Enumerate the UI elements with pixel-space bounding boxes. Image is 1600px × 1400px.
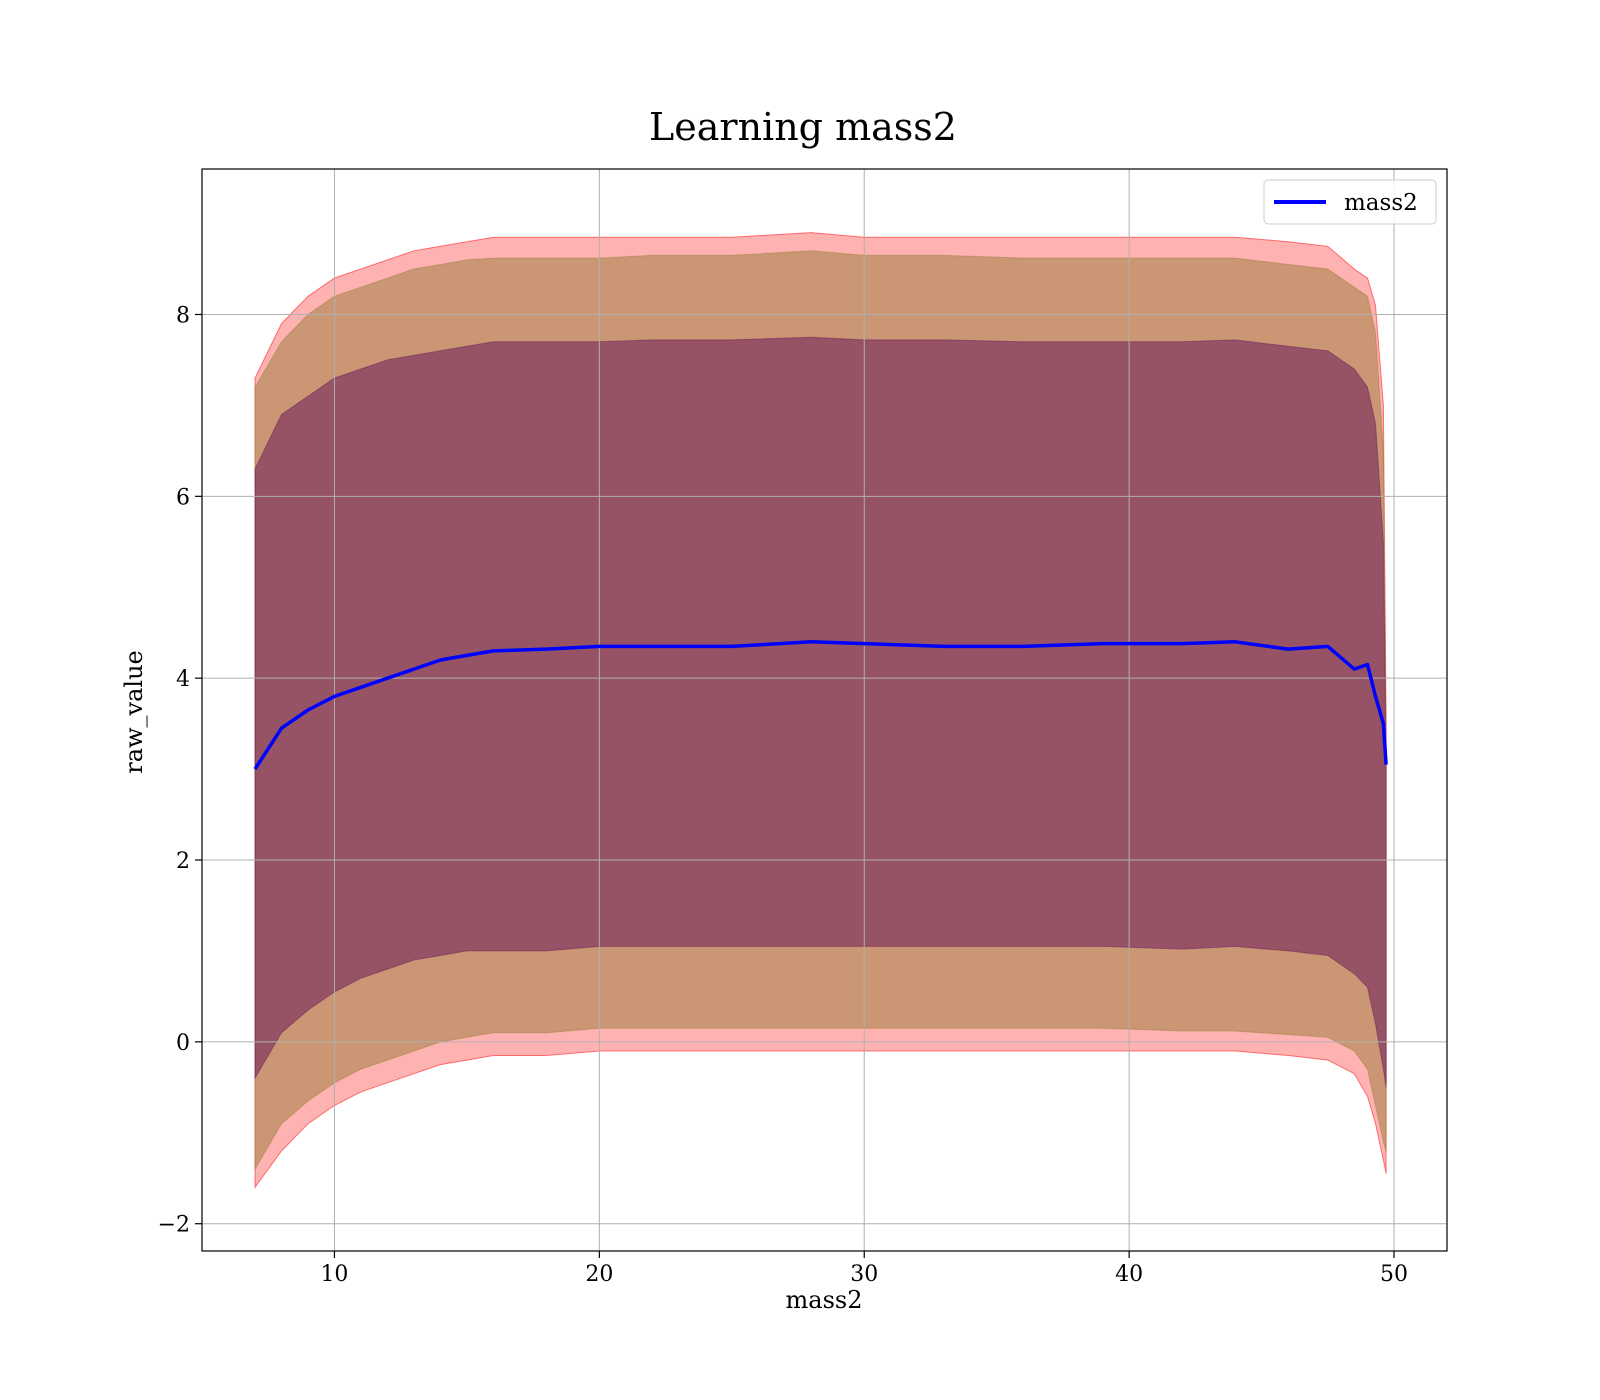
- legend-box: [1263, 179, 1437, 225]
- legend: mass2: [1263, 179, 1437, 225]
- series-line-mass2: [253, 640, 1388, 771]
- grid-layer: [202, 169, 1447, 1251]
- bands-layer: [254, 232, 1387, 1189]
- band-inner: [254, 336, 1387, 1088]
- legend-label-mass2: mass2: [1344, 190, 1418, 216]
- x-tick-label-20: 20: [585, 1262, 613, 1287]
- line-layer: [253, 640, 1388, 771]
- x-axis-label: mass2: [786, 1286, 863, 1314]
- y-tick-label-4: 4: [176, 667, 190, 692]
- x-tick-label-40: 40: [1115, 1262, 1143, 1287]
- plot-frame: [201, 168, 1448, 1252]
- y-tick-label-0: 0: [176, 1031, 190, 1056]
- x-tick-label-10: 10: [320, 1262, 348, 1287]
- ticks-layer: 10 20 30 40 50 −2 0 2 4 6 8: [158, 303, 1408, 1287]
- y-axis-label: raw_value: [120, 650, 148, 774]
- x-tick-label-50: 50: [1380, 1262, 1408, 1287]
- y-tick-label-2: 2: [176, 849, 190, 874]
- chart-title: Learning mass2: [649, 105, 957, 149]
- x-tick-label-30: 30: [850, 1262, 878, 1287]
- y-tick-label-6: 6: [176, 485, 190, 510]
- y-tick-label--2: −2: [158, 1213, 190, 1238]
- y-tick-label-8: 8: [176, 303, 190, 328]
